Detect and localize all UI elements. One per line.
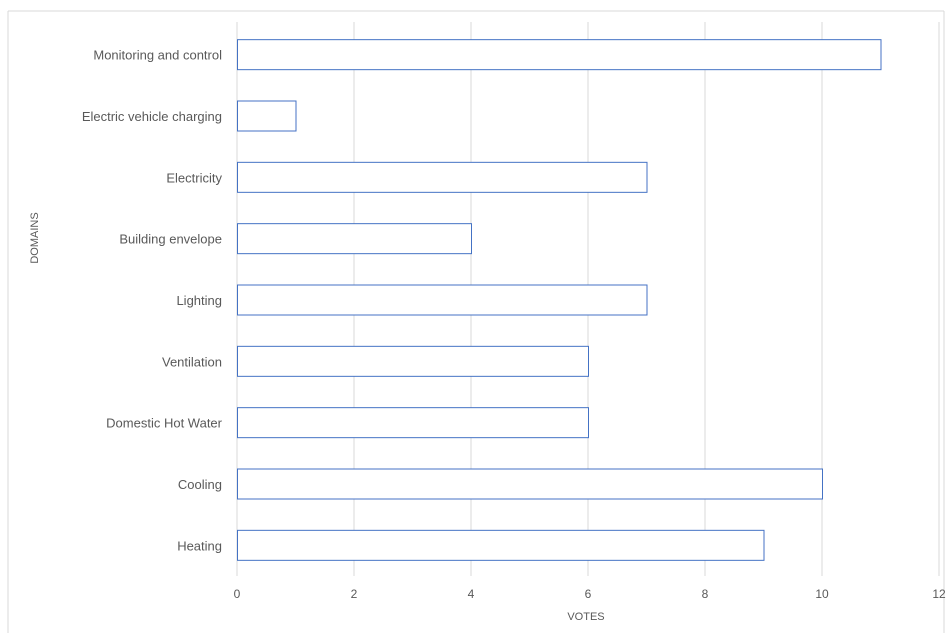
category-label: Lighting [176,293,222,308]
bar [237,468,823,500]
x-axis-title: VOTES [567,611,604,623]
bar [237,529,765,561]
y-axis-title: DOMAINS [29,212,41,263]
x-tick-label: 10 [815,587,829,601]
category-label: Electricity [166,170,222,185]
x-tick-labels: 0 2 4 6 8 10 12 [234,587,946,601]
bars [237,39,882,561]
category-label: Domestic Hot Water [106,416,222,431]
x-tick-label: 2 [351,587,358,601]
x-tick-label: 12 [932,587,946,601]
bar [237,223,472,255]
bar [237,284,648,316]
category-label: Electric vehicle charging [82,109,222,124]
bar [237,345,589,377]
category-label: Ventilation [162,354,222,369]
bar [237,100,297,132]
bar [237,161,648,193]
category-labels: Monitoring and control Electric vehicle c… [82,48,223,554]
x-tick-label: 0 [234,587,241,601]
category-label: Building envelope [119,232,222,247]
x-tick-label: 6 [585,587,592,601]
bar [237,407,589,439]
x-tick-label: 8 [702,587,709,601]
category-label: Monitoring and control [93,48,222,63]
category-label: Heating [177,538,222,553]
bar [237,39,882,71]
x-tick-label: 4 [468,587,475,601]
category-label: Cooling [178,477,222,492]
